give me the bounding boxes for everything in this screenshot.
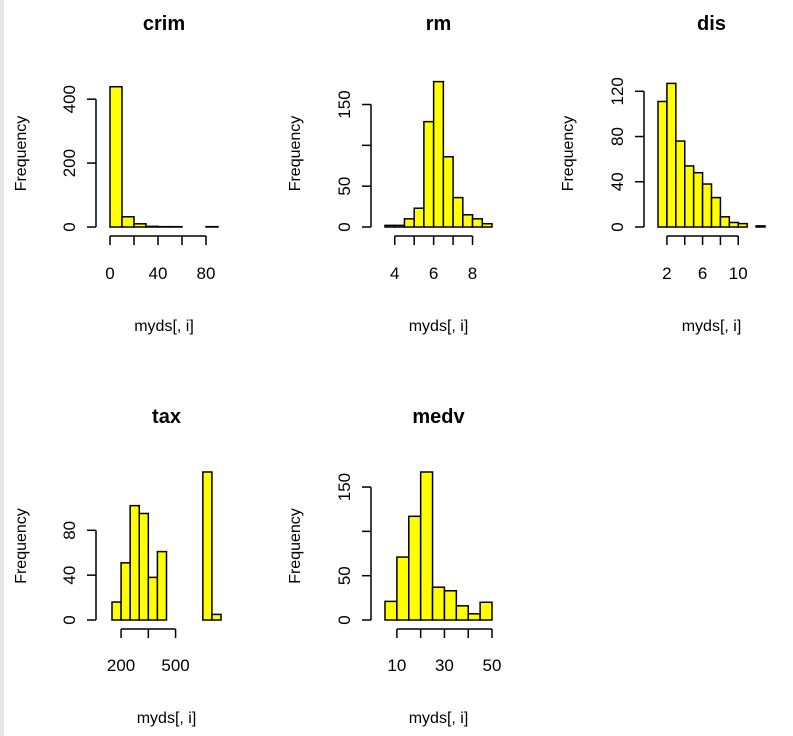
y-axis-label: Frequency [13,116,30,192]
x-tick-label: 50 [483,656,502,675]
histogram-bar [211,613,222,621]
y-tick-label: 0 [60,615,79,624]
x-axis-label: myds[, i] [134,318,194,335]
y-tick-label: 0 [335,222,354,231]
histogram-bar [443,590,458,621]
x-tick-label: 10 [729,264,748,283]
histogram-panel-medv: medv 10 30 50 0 50 150 myds[, i] Frequency [287,406,501,727]
y-tick-label: 150 [335,90,354,118]
x-tick-label: 200 [107,656,135,675]
histogram-panel-dis: dis 2 6 10 0 40 80 120 myds[, i] Frequency [560,13,766,335]
histogram-bar [479,601,493,621]
x-axis-label: myds[, i] [409,710,469,727]
histogram-bar [202,471,213,621]
histogram-bar [138,512,150,621]
histogram-bar [408,515,422,621]
histogram-bar [455,605,469,621]
x-tick-label: 30 [435,656,454,675]
histogram-bar [684,165,695,228]
histogram-bar [145,225,159,228]
y-axis-label: Frequency [13,508,30,584]
y-tick-label: 40 [60,566,79,585]
y-axis-label: Frequency [287,116,304,192]
histogram-bar [666,82,677,228]
histogram-bar [129,504,141,621]
histogram-bar [737,222,748,228]
histogram-bar [692,171,704,228]
y-axis-label: Frequency [287,508,304,584]
histogram-bar [462,214,474,228]
chart-title: medv [412,406,465,428]
y-axis-label: Frequency [560,116,577,192]
y-tick-label: 120 [608,77,627,105]
x-axis-label: myds[, i] [137,710,197,727]
y-tick-label: 40 [608,172,627,191]
y-tick-label: 80 [60,521,79,540]
y-tick-label: 150 [335,473,354,501]
histogram-bar [147,576,159,621]
histogram-bar [121,216,135,228]
histogram-bar [109,85,123,228]
histogram-bar [111,601,122,621]
histogram-bar [120,562,131,621]
histogram-bar [384,600,398,621]
x-tick-label: 500 [161,656,189,675]
histogram-bar [396,556,410,621]
histogram-bar [413,207,425,228]
histogram-bar [710,196,722,228]
histogram-bar [156,550,168,621]
histogram-panel-crim: crim 0 40 80 0 200 400 myds[, i] Frequency [13,13,219,335]
histogram-bar [431,586,446,621]
y-tick-label: 50 [335,566,354,585]
histogram-bar [728,221,739,228]
y-tick-label: 80 [608,127,627,146]
histogram-panel-rm: rm 4 6 8 0 50 150 myds[, i] Frequency [287,13,493,335]
y-tick-label: 0 [60,222,79,231]
x-axis-label: myds[, i] [409,318,469,335]
histogram-bar [133,223,147,228]
x-tick-label: 4 [390,264,399,283]
histogram-bar [419,471,434,621]
chart-title: crim [143,13,185,35]
histogram-bar [393,224,406,228]
histogram-bar [467,613,481,621]
x-tick-label: 6 [698,264,707,283]
histogram-bar [452,196,464,228]
y-tick-label: 200 [60,149,79,177]
chart-title: rm [426,13,452,35]
y-tick-label: 0 [608,222,627,231]
histogram-bar [657,100,668,228]
x-tick-label: 8 [468,264,477,283]
chart-title: tax [152,406,181,428]
histogram-bar [384,224,396,228]
histogram-bar [675,140,686,228]
histogram-bar [432,80,445,228]
y-tick-label: 0 [335,615,354,624]
histogram-bar [719,216,731,228]
histogram-bar [423,120,435,228]
histogram-panel-tax: tax 200 500 0 40 80 myds[, i] Frequency [13,406,222,727]
chart-title: dis [697,13,726,35]
window-left-border [0,0,4,736]
histogram-bar [755,225,766,228]
histogram-bar [471,218,484,228]
x-tick-label: 2 [662,264,671,283]
histogram-bar [481,222,493,228]
x-tick-label: 10 [387,656,406,675]
histogram-bar [701,183,713,228]
histogram-bar [403,218,415,228]
x-tick-label: 80 [197,264,216,283]
x-axis-label: myds[, i] [682,318,742,335]
y-tick-label: 400 [60,85,79,113]
y-tick-label: 50 [335,177,354,196]
histogram-bar [442,156,454,228]
x-tick-label: 6 [429,264,438,283]
x-tick-label: 0 [105,264,114,283]
x-tick-label: 40 [149,264,168,283]
